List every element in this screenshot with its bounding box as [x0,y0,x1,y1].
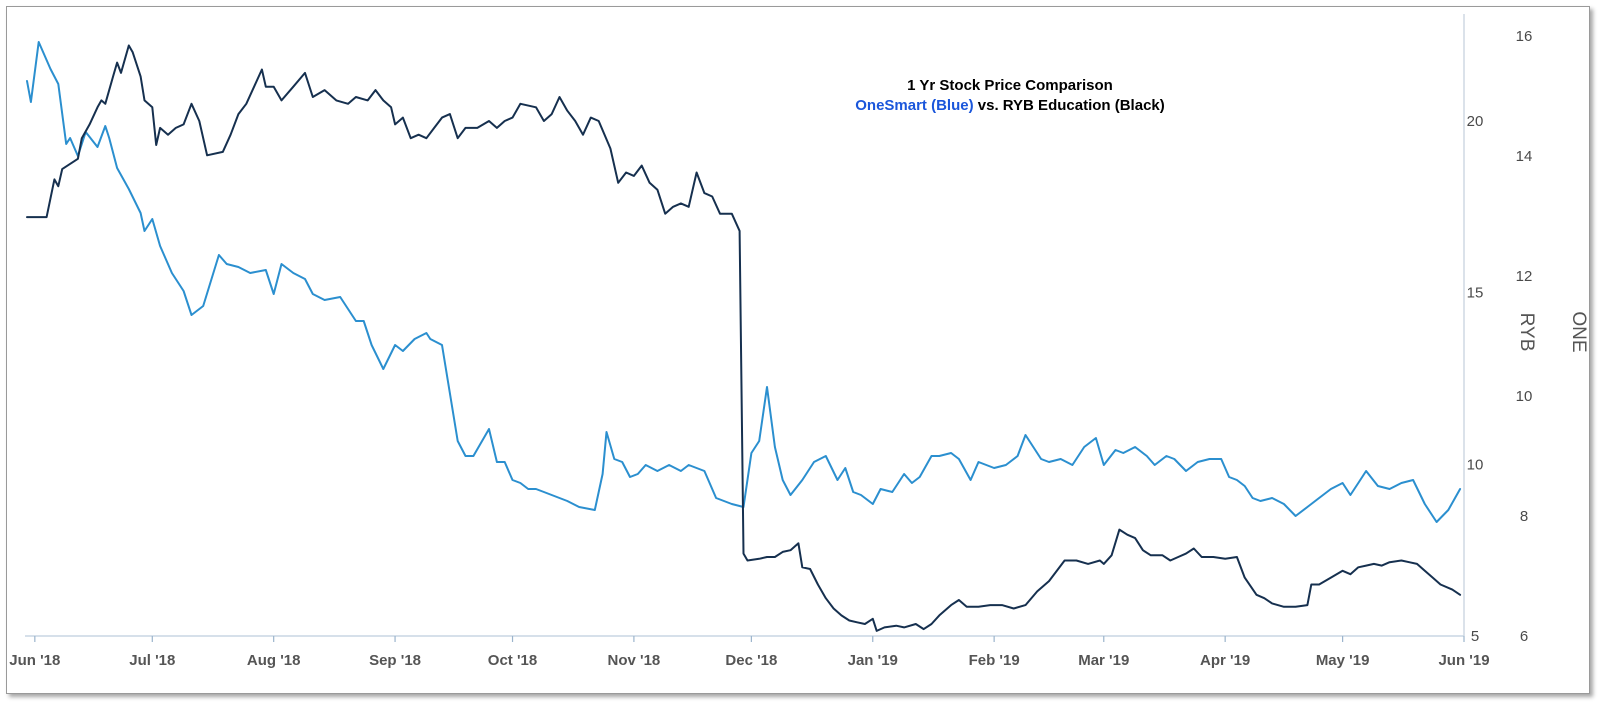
one-axis-title: ONE [1568,311,1589,352]
ryb-tick-label: 5 [1471,628,1479,645]
one-tick-label: 12 [1516,268,1533,285]
series-layer [26,41,1462,632]
subtitle-onesmart: OneSmart (Blue) [855,97,973,114]
x-tick-label: Mar '19 [1078,652,1129,669]
x-tick-label: May '19 [1316,652,1370,669]
one-tick-label: 16 [1516,28,1533,45]
one-tick-label: 10 [1516,388,1533,405]
onesmart-line [26,41,1462,523]
x-tick-label: Jul '18 [129,652,175,669]
one-tick-label: 6 [1520,628,1528,645]
ryb-tick-label: 20 [1467,113,1484,130]
plot-area [25,14,1465,637]
ryb-axis-title: RYB [1516,313,1537,352]
one-tick-label: 8 [1520,508,1528,525]
x-tick-label: Nov '18 [608,652,661,669]
x-tick-label: Feb '19 [969,652,1020,669]
x-tick-label: Apr '19 [1200,652,1250,669]
x-tick-label: Jan '19 [848,652,898,669]
chart-title: 1 Yr Stock Price Comparison [907,77,1113,94]
tick-labels: Jun '18 Jul '18 Aug '18 Sep '18 Oct '18 Nov '… [9,28,1532,669]
x-tick-label: Jun '19 [1438,652,1489,669]
x-tick-label: Sep '18 [369,652,421,669]
x-tick-label: Aug '18 [247,652,301,669]
x-tick-label: Dec '18 [725,652,777,669]
chart-subtitle: OneSmart (Blue) vs. RYB Education (Black… [855,97,1165,114]
x-tick-label: Oct '18 [488,652,537,669]
subtitle-ryb: vs. RYB Education (Black) [974,97,1165,114]
ryb-tick-label: 15 [1467,285,1484,302]
ryb-education-line [26,44,1462,632]
x-tick-label: Jun '18 [9,652,60,669]
one-tick-label: 14 [1516,148,1533,165]
ryb-tick-label: 10 [1467,456,1484,473]
